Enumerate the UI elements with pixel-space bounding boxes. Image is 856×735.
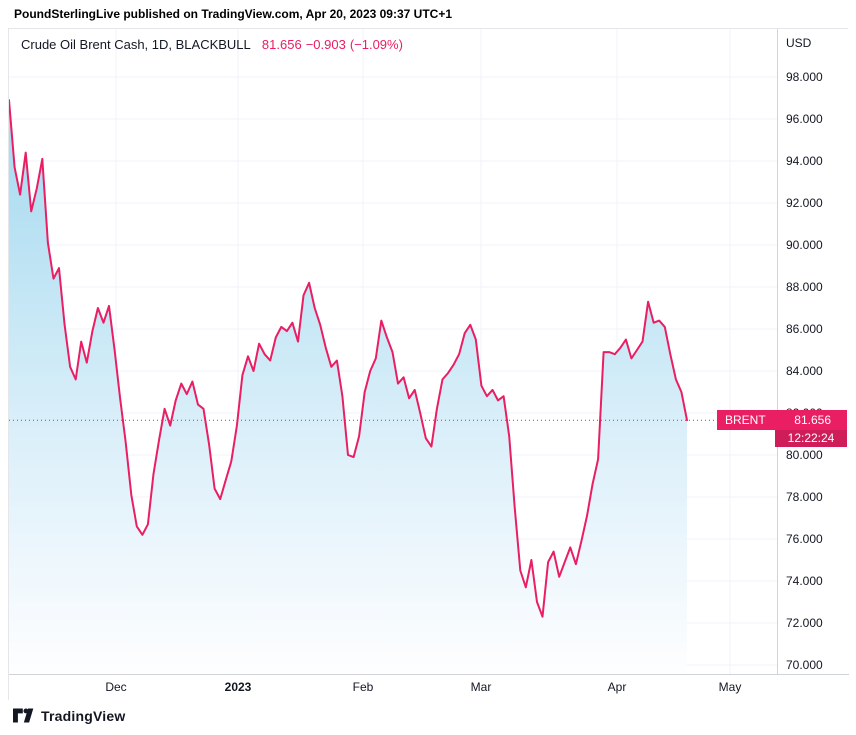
time-tick-label: Feb (352, 680, 374, 694)
last-price: 81.656 (261, 37, 302, 52)
chart-legend[interactable]: Crude Oil Brent Cash, 1D, BLACKBULL 81.6… (21, 37, 407, 52)
last-price-badge-row: BRENT 81.656 (717, 410, 847, 431)
attribution-header: PoundSterlingLive published on TradingVi… (14, 7, 452, 21)
price-tick-label: 86.000 (786, 322, 823, 336)
badge-price: 81.656 (794, 413, 831, 428)
tradingview-logo (13, 708, 34, 723)
quote-values: 81.656 −0.903 (−1.09%) (262, 37, 407, 52)
price-change-percent: (−1.09%) (349, 37, 403, 52)
price-tick-label: 88.000 (786, 280, 823, 294)
price-tick-label: 94.000 (786, 154, 823, 168)
price-axis[interactable]: USD 98.000 96.000 94.000 92.000 90.000 88.000… (777, 29, 848, 674)
price-tick-label: 72.000 (786, 616, 823, 630)
bar-countdown: 12:22:24 (775, 430, 847, 448)
last-price-badge: BRENT 81.656 12:22:24 (717, 410, 847, 448)
price-tick-label: 90.000 (786, 238, 823, 252)
footer: TradingView (13, 707, 125, 724)
price-tick-label: 78.000 (786, 490, 823, 504)
chart-title: Crude Oil Brent Cash, 1D, BLACKBULL (21, 37, 251, 52)
price-tick-label: 70.000 (786, 658, 823, 672)
time-tick-label: May (718, 680, 742, 694)
price-tick-label: 74.000 (786, 574, 823, 588)
time-tick-label: Dec (105, 680, 127, 694)
price-tick-label: 84.000 (786, 364, 823, 378)
price-tick-label: 76.000 (786, 532, 823, 546)
price-change: −0.903 (305, 37, 346, 52)
price-area-chart[interactable] (9, 29, 777, 674)
price-tick-label: 98.000 (786, 70, 823, 84)
price-tick-label: 80.000 (786, 448, 823, 462)
price-tick-label: 92.000 (786, 196, 823, 210)
time-tick-label: Apr (607, 680, 627, 694)
badge-symbol: BRENT (725, 413, 766, 428)
time-tick-label: Mar (470, 680, 492, 694)
time-axis[interactable]: Dec 2023 Feb Mar Apr May (9, 674, 849, 700)
price-tick-label: 96.000 (786, 112, 823, 126)
chart-frame: Crude Oil Brent Cash, 1D, BLACKBULL 81.6… (8, 28, 849, 700)
tradingview-brand: TradingView (41, 707, 126, 724)
time-tick-label: 2023 (224, 680, 252, 694)
axis-currency-label: USD (786, 36, 812, 50)
